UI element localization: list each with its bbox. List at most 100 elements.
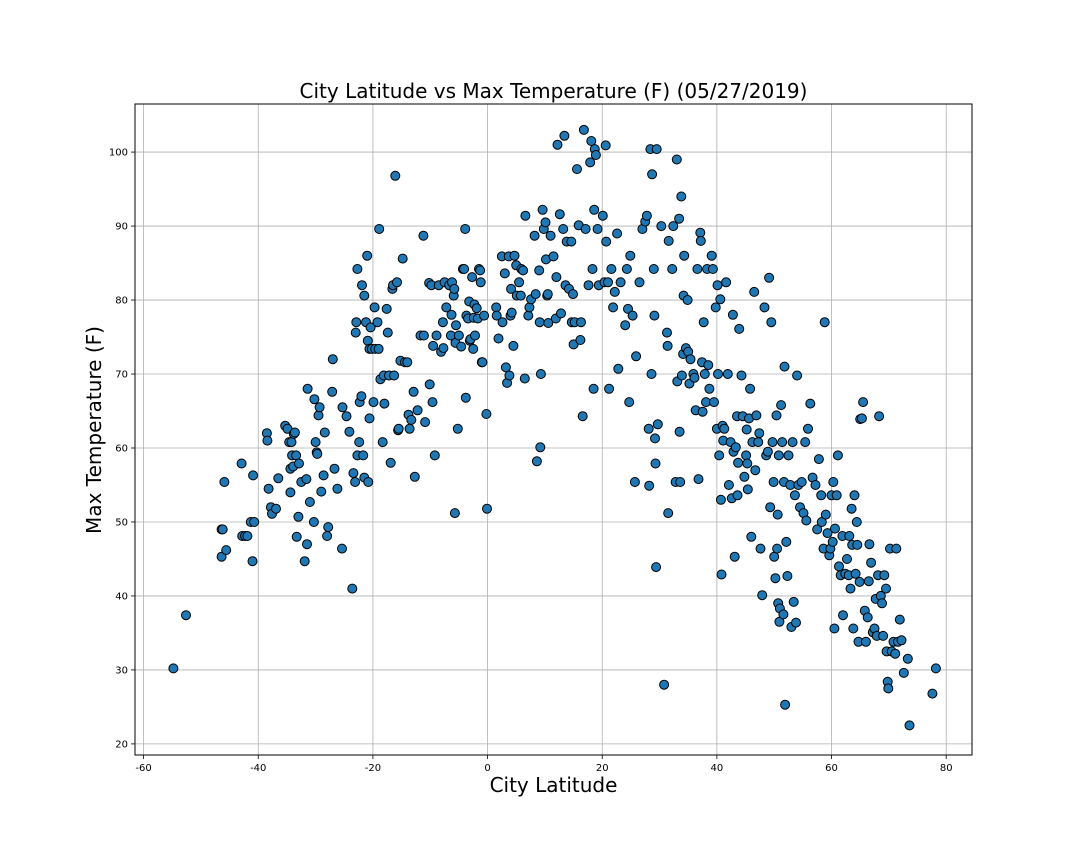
data-point [587,264,598,274]
data-point [739,471,750,482]
data-point [898,667,909,678]
data-point [734,323,745,334]
data-point [351,317,362,328]
data-point [742,484,753,495]
data-point [609,286,620,297]
data-point [874,411,885,422]
data-point [479,310,490,321]
data-point [576,317,586,328]
data-point [515,290,526,301]
data-point [877,598,887,609]
data-point [446,309,457,320]
data-point [542,289,553,300]
data-point [293,511,304,522]
x-tick-label: -20 [365,763,381,774]
data-point [791,617,801,628]
data-point [452,423,463,434]
data-point [623,303,633,314]
data-point [712,280,723,291]
data-point [710,302,721,313]
data-point [397,253,408,264]
data-point [358,450,369,461]
data-point [685,354,696,365]
data-point [864,539,875,550]
data-point [408,386,419,397]
data-point [437,317,448,328]
data-point [310,437,321,448]
data-point [703,360,714,371]
data-point [467,272,478,283]
data-point [634,277,645,288]
data-point [497,317,508,328]
data-point [289,427,300,438]
data-point [856,413,867,424]
data-point [491,302,502,313]
data-point [418,230,429,241]
data-point [285,487,296,498]
data-point [286,437,297,448]
y-tick-label: 100 [109,148,128,159]
data-point [585,157,596,168]
data-point [530,289,541,300]
data-point [621,264,632,274]
data-point [930,663,941,674]
data-point [327,354,338,365]
data-point [746,531,757,542]
data-point [412,405,423,416]
data-point [531,456,542,467]
data-point [460,392,471,403]
data-point [313,410,324,421]
data-point [372,317,383,328]
data-point [863,576,874,587]
data-point [753,437,764,448]
y-tick-label: 90 [115,222,128,233]
y-tick-label: 20 [115,739,128,750]
data-point [787,437,798,448]
x-tick-label: -60 [135,763,151,774]
data-point [341,411,352,422]
data-point [302,383,313,394]
data-point [831,490,842,501]
data-point [879,570,890,581]
data-point [427,397,438,408]
data-point [706,250,717,261]
data-point [643,423,654,434]
data-point [606,264,617,274]
data-point [772,509,783,520]
data-point [779,361,790,372]
chart-title: City Latitude vs Max Temperature (F) (05… [300,79,808,103]
data-point [649,310,660,321]
data-point [894,614,905,625]
data-point [648,264,659,274]
data-point [362,335,373,346]
axis-ticks: -60 -40 -20 0 20 40 60 80 20 30 40 50 60 70 80 90 100 [109,148,953,774]
data-point [475,277,486,288]
data-point [373,343,384,354]
data-point [713,369,723,379]
data-point [385,457,396,468]
data-point [733,457,744,468]
data-point [337,402,348,413]
data-point [390,170,401,181]
data-point [471,303,482,314]
data-point [699,369,710,379]
data-point [590,150,601,160]
y-tick-label: 70 [115,370,128,381]
data-point [741,424,752,435]
data-point [597,210,608,221]
data-point [656,221,667,232]
data-point [741,450,752,461]
data-point [393,423,404,434]
data-point [848,623,859,634]
data-point [659,679,670,690]
data-point [668,221,679,232]
data-point [302,539,312,550]
data-point [451,320,461,331]
data-point [337,543,347,554]
data-point [552,139,563,150]
data-point [615,277,626,288]
data-point [647,169,658,180]
data-point [459,264,470,274]
data-point [441,302,452,313]
data-point [406,414,417,425]
